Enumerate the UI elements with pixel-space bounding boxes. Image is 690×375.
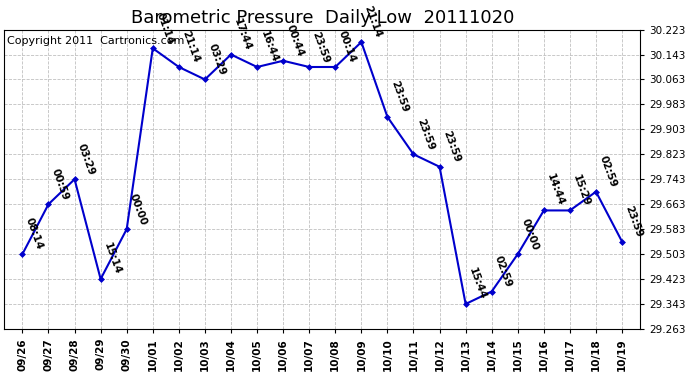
Text: 08:14: 08:14 — [24, 217, 45, 251]
Text: Copyright 2011  Cartronics.com: Copyright 2011 Cartronics.com — [8, 36, 185, 46]
Text: 14:44: 14:44 — [545, 173, 566, 208]
Text: 21:14: 21:14 — [363, 4, 384, 39]
Text: 16:44: 16:44 — [259, 29, 279, 64]
Text: 23:59: 23:59 — [624, 204, 644, 239]
Text: 00:14: 00:14 — [337, 30, 357, 64]
Text: 23:59: 23:59 — [310, 30, 331, 64]
Text: 00:00: 00:00 — [519, 217, 540, 251]
Text: 17:44: 17:44 — [233, 17, 253, 52]
Text: 03:29: 03:29 — [76, 142, 97, 177]
Text: 00:00: 00:00 — [128, 192, 149, 226]
Text: 00:44: 00:44 — [284, 23, 306, 58]
Text: 02:59: 02:59 — [493, 254, 514, 289]
Text: 21:14: 21:14 — [180, 30, 201, 64]
Text: 15:14: 15:14 — [102, 242, 123, 276]
Text: 00:59: 00:59 — [50, 167, 70, 201]
Text: 23:59: 23:59 — [388, 80, 409, 114]
Text: 23:59: 23:59 — [415, 117, 435, 152]
Text: 01:14: 01:14 — [154, 11, 175, 45]
Text: 03:29: 03:29 — [206, 42, 227, 77]
Text: 15:29: 15:29 — [571, 173, 592, 208]
Title: Barometric Pressure  Daily Low  20111020: Barometric Pressure Daily Low 20111020 — [130, 9, 514, 27]
Text: 23:59: 23:59 — [441, 130, 462, 164]
Text: 15:44: 15:44 — [467, 266, 488, 301]
Text: 02:59: 02:59 — [598, 154, 618, 189]
